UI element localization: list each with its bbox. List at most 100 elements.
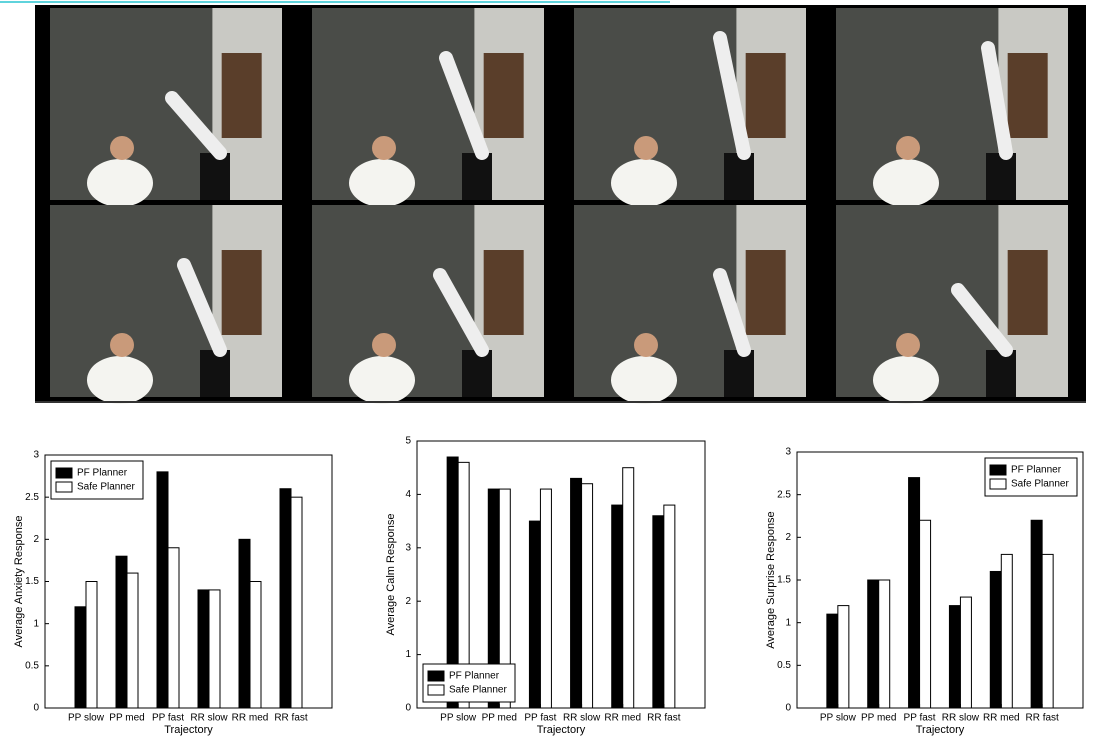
y-tick-label: 0 <box>785 703 791 714</box>
legend-swatch <box>990 479 1006 489</box>
legend-label: PF Planner <box>449 671 500 682</box>
photo <box>50 8 282 207</box>
x-tick-label: PP fast <box>152 713 184 724</box>
photo-strip <box>35 5 1086 404</box>
chart: PP slowPP medPP fastRR slowRR medRR fast… <box>765 447 1083 736</box>
person-head <box>110 333 134 357</box>
x-tick-label: RR med <box>983 713 1020 724</box>
legend-swatch <box>990 465 1006 475</box>
x-tick-label: RR med <box>604 713 641 724</box>
x-axis-label: Trajectory <box>537 724 586 736</box>
bar <box>250 582 261 709</box>
legend-label: Safe Planner <box>77 482 135 493</box>
charts: PP slow PP med PP fast RR slow RR med RR fast… <box>13 436 1083 736</box>
x-tick-label: PP med <box>109 713 144 724</box>
legend-swatch <box>428 671 444 681</box>
y-tick-label: 3 <box>785 447 791 458</box>
x-tick-label: RR slow <box>190 713 228 724</box>
legend-swatch <box>56 468 72 478</box>
x-tick-label: RR fast <box>274 713 308 724</box>
x-tick-label: PP med <box>482 713 517 724</box>
y-tick-label: 3 <box>405 542 411 553</box>
shelf <box>1008 250 1048 335</box>
photo <box>836 205 1068 404</box>
person-head <box>896 333 920 357</box>
robot-base <box>462 153 492 200</box>
y-tick-label: 2.5 <box>777 489 791 500</box>
page: PP slow PP med PP fast RR slow RR med RR fast… <box>0 0 1099 744</box>
bar <box>209 590 220 708</box>
bar <box>239 539 250 708</box>
person-body <box>611 159 677 207</box>
y-axis-label: Average Surprise Response <box>765 511 777 648</box>
x-tick-label: RR fast <box>1025 713 1059 724</box>
y-tick-label: 1.5 <box>25 576 39 587</box>
bar <box>909 478 920 708</box>
shelf <box>746 250 786 335</box>
legend-label: PF Planner <box>1011 465 1062 476</box>
bar <box>990 571 1001 708</box>
person-body <box>873 159 939 207</box>
person-body <box>87 159 153 207</box>
person-body <box>349 159 415 207</box>
y-tick-label: 0 <box>405 703 411 714</box>
bar <box>116 556 127 708</box>
x-tick-label: PP slow <box>440 713 477 724</box>
robot-base <box>462 350 492 397</box>
y-tick-label: 0 <box>33 703 39 714</box>
shelf <box>484 53 524 138</box>
bar <box>86 582 97 709</box>
bar <box>1001 554 1012 708</box>
y-tick-label: 4 <box>405 489 411 500</box>
bar <box>1031 520 1042 708</box>
robot-base <box>724 153 754 200</box>
bar <box>582 484 593 708</box>
bar <box>664 505 675 708</box>
bar <box>571 478 582 708</box>
bar <box>868 580 879 708</box>
photo <box>312 8 544 207</box>
bar <box>168 548 179 708</box>
shelf <box>484 250 524 335</box>
y-axis-label: Average Anxiety Response <box>13 516 25 648</box>
x-tick-label: PP med <box>861 713 896 724</box>
robot-base <box>986 350 1016 397</box>
person-head <box>896 136 920 160</box>
person-head <box>110 136 134 160</box>
photo <box>574 205 806 404</box>
legend-label: Safe Planner <box>1011 479 1069 490</box>
y-tick-label: 2 <box>405 596 411 607</box>
bar <box>198 590 209 708</box>
legend-swatch <box>56 482 72 492</box>
robot-base <box>200 153 230 200</box>
robot-base <box>724 350 754 397</box>
y-tick-label: 1 <box>33 618 39 629</box>
bar <box>157 472 168 708</box>
y-tick-label: 2.5 <box>25 492 39 503</box>
person-body <box>87 356 153 404</box>
person-head <box>634 333 658 357</box>
photo <box>574 8 806 207</box>
legend-label: PF Planner <box>77 468 128 479</box>
bar <box>949 606 960 708</box>
y-tick-label: 3 <box>33 450 39 461</box>
bar <box>612 505 623 708</box>
x-tick-label: PP slow <box>820 713 857 724</box>
x-tick-label: PP slow <box>68 713 105 724</box>
person-head <box>634 136 658 160</box>
person-body <box>873 356 939 404</box>
x-axis-label: Trajectory <box>916 724 965 736</box>
y-tick-label: 2 <box>33 534 39 545</box>
bar <box>127 573 138 708</box>
shelf <box>222 250 262 335</box>
y-tick-label: 5 <box>405 436 411 447</box>
bar <box>827 614 838 708</box>
bar <box>540 489 551 708</box>
shelf <box>222 53 262 138</box>
legend-swatch <box>428 685 444 695</box>
y-tick-label: 1 <box>405 649 411 660</box>
bar <box>623 468 634 708</box>
y-tick-label: 0.5 <box>777 660 791 671</box>
bar <box>291 497 302 708</box>
